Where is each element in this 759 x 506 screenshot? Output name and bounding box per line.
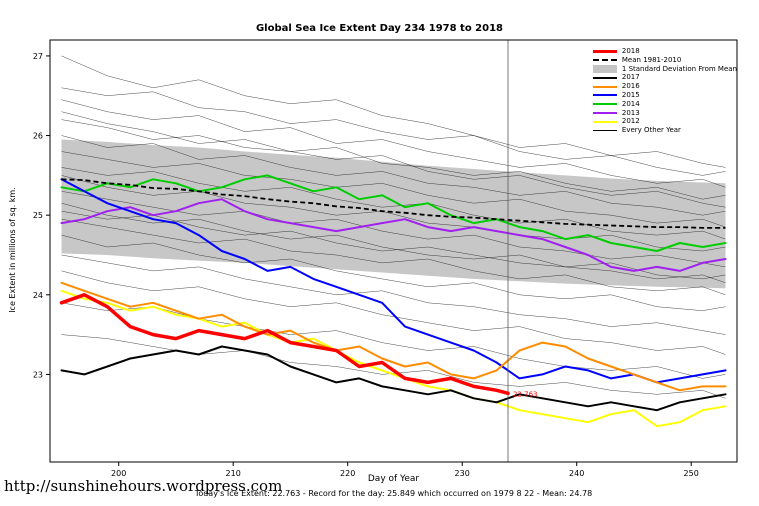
every-other-year-line-11 xyxy=(61,210,726,280)
legend-swatch xyxy=(592,85,617,88)
legend-label: 2012 xyxy=(621,117,640,126)
every-other-year-line-13 xyxy=(61,234,726,311)
legend-swatch xyxy=(592,94,617,97)
legend-label: 2016 xyxy=(621,82,640,91)
y-tick-label: 25 xyxy=(33,211,43,220)
extent-annotation: 22.763 xyxy=(513,390,538,398)
legend-item-2018: 2018 xyxy=(592,47,737,56)
x-tick-label: 240 xyxy=(569,469,584,478)
legend-swatch xyxy=(592,49,617,53)
legend-item-2017: 2017 xyxy=(592,73,737,82)
legend-item-2013: 2013 xyxy=(592,108,737,118)
every-other-year-line-14 xyxy=(61,254,726,335)
legend-item-2012: 2012 xyxy=(592,117,737,126)
legend-item-every-other-year: Every Other Year xyxy=(592,126,737,135)
legend-swatch xyxy=(592,64,617,73)
legend-item-1-standard-deviation-from-mean: 1 Standard Deviation From Mean xyxy=(592,64,737,74)
every-other-year-line-16 xyxy=(61,302,726,379)
y-tick-label: 24 xyxy=(33,291,43,300)
every-other-year-line-8 xyxy=(61,175,726,252)
y-tick-label: 26 xyxy=(33,132,43,141)
legend: 2018 Mean 1981-2010 1 Standard Deviation F… xyxy=(592,47,737,135)
chart-title: Global Sea Ice Extent Day 234 1978 to 20… xyxy=(255,23,504,34)
series-2018 xyxy=(59,293,510,396)
legend-swatch xyxy=(592,120,617,123)
legend-item-mean-1981-2010: Mean 1981-2010 xyxy=(592,55,737,65)
y-tick-label: 23 xyxy=(33,370,43,379)
series-2015 xyxy=(60,178,727,384)
legend-item-2015: 2015 xyxy=(592,90,737,100)
legend-swatch xyxy=(592,76,617,79)
x-tick-label: 250 xyxy=(684,469,699,478)
mean-line xyxy=(61,178,726,229)
summary-caption: Today's Ice Extent: 22.763 - Record for … xyxy=(194,489,593,498)
legend-item-2014: 2014 xyxy=(592,99,737,109)
every-other-year-line-12 xyxy=(61,218,726,296)
x-tick-label: 210 xyxy=(226,469,241,478)
legend-label: 2014 xyxy=(621,99,640,108)
x-tick-label: 220 xyxy=(340,469,355,478)
legend-label: Mean 1981-2010 xyxy=(621,55,682,64)
every-other-year-line-7 xyxy=(61,167,726,240)
series-2012 xyxy=(60,289,727,428)
every-other-year-line-1 xyxy=(61,87,726,176)
every-other-year-line-5 xyxy=(61,135,726,216)
series-2016 xyxy=(60,281,727,392)
legend-label: 1 Standard Deviation From Mean xyxy=(621,64,737,73)
legend-label: 2015 xyxy=(621,90,640,99)
x-tick-label: 200 xyxy=(111,469,126,478)
y-axis-label: Ice Extent in millions of sq. km. xyxy=(8,187,17,313)
legend-swatch xyxy=(592,111,617,114)
legend-label: 2013 xyxy=(621,108,640,117)
every-other-year-line-4 xyxy=(61,119,726,200)
legend-swatch xyxy=(592,59,617,62)
extent-marker xyxy=(506,391,510,395)
every-other-year-line-0 xyxy=(61,55,726,168)
series-2014 xyxy=(60,174,727,252)
legend-item-2016: 2016 xyxy=(592,82,737,91)
legend-swatch xyxy=(592,130,617,132)
legend-label: 2018 xyxy=(621,47,640,55)
every-other-year-line-6 xyxy=(61,151,726,228)
x-tick-label: 230 xyxy=(455,469,470,478)
plot-border xyxy=(49,39,738,463)
legend-label: 2017 xyxy=(621,73,640,82)
series-2013 xyxy=(60,198,727,272)
series-2017 xyxy=(60,345,727,412)
every-other-year-line-2 xyxy=(61,99,726,188)
site-url[interactable]: http://sunshinehours.wordpress.com xyxy=(4,477,283,495)
y-tick-label: 27 xyxy=(33,52,43,61)
legend-label: Every Other Year xyxy=(621,126,681,135)
x-axis-label: Day of Year xyxy=(367,474,420,484)
every-other-year-line-15 xyxy=(61,270,726,355)
legend-swatch xyxy=(592,103,617,106)
